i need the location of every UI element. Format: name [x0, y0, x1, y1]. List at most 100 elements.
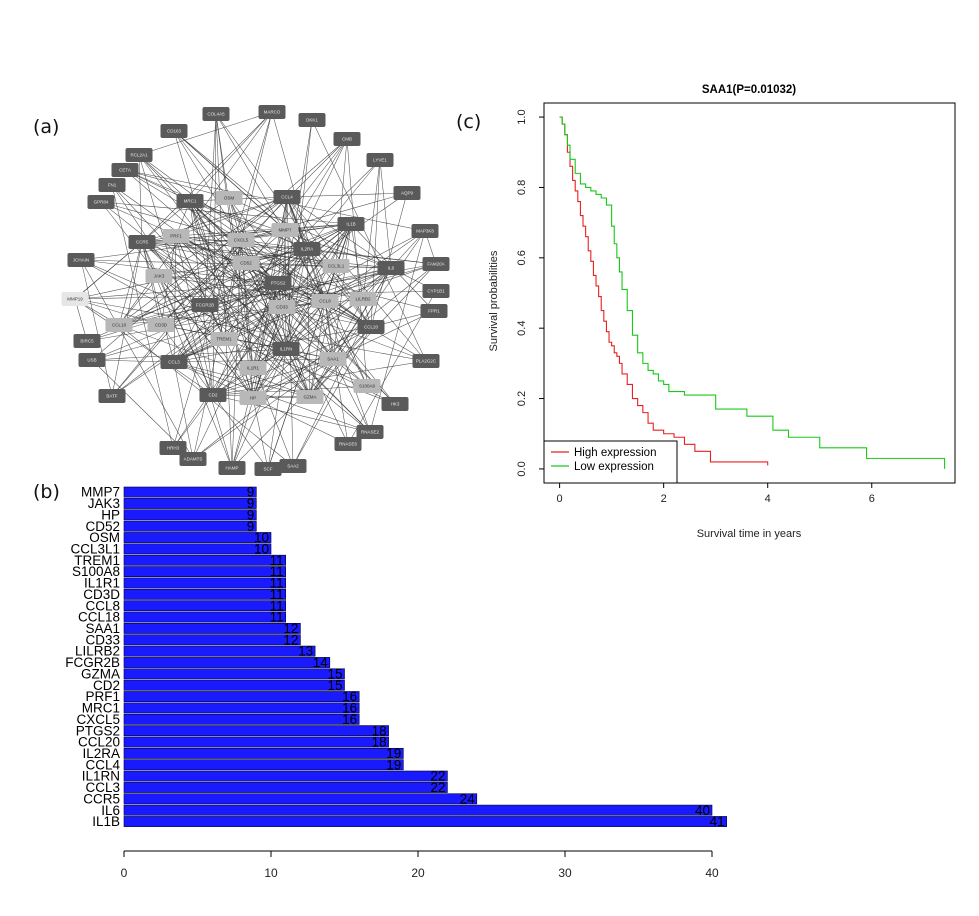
network-edge	[277, 282, 364, 300]
network-node-label: IL1RN	[280, 347, 293, 352]
network-edge	[173, 130, 242, 241]
network-edge	[309, 267, 392, 398]
network-edge	[252, 300, 326, 369]
network-node-box	[254, 462, 282, 476]
network-node-box	[111, 163, 139, 177]
km-legend-label: High expression	[574, 447, 656, 459]
network-edge	[245, 262, 435, 312]
bar-HP	[123, 509, 257, 521]
network-edge	[160, 248, 308, 326]
network-node-label: CXCL5	[234, 238, 249, 243]
network-node-label: BIRC5	[80, 339, 94, 344]
bar-x-tick-label: 30	[558, 866, 572, 880]
network-node: CD2	[199, 388, 227, 402]
bar-x-tick-label: 0	[121, 866, 128, 880]
network-node-box	[176, 194, 204, 208]
bar-value-label: 19	[386, 757, 401, 772]
network-node-label: HP	[250, 396, 256, 401]
network-node-label: IL1B	[346, 222, 355, 227]
network-node-label: SAA1	[327, 357, 339, 362]
network-edge	[324, 300, 368, 387]
network-edge	[212, 358, 334, 396]
ppi-network: COL4A5 MARCO DKK1 CMB LYVE1 AQP9 MAP3K8 FAM20A C…	[61, 105, 450, 476]
network-edge	[175, 235, 334, 360]
network-edge	[285, 298, 364, 350]
network-edge	[309, 300, 326, 398]
network-edge	[118, 196, 288, 326]
network-edge	[204, 223, 352, 306]
bar-value-label: 10	[254, 542, 269, 557]
network-node: SAA2	[279, 459, 307, 473]
network-node: SCF	[254, 462, 282, 476]
network-edge	[175, 235, 371, 433]
network-node-box	[420, 304, 448, 318]
network-node-box	[239, 361, 267, 375]
network-node-box	[356, 425, 384, 439]
bar-CCL18	[123, 611, 286, 623]
network-node-box	[381, 397, 409, 411]
network-node-box	[128, 235, 156, 249]
network-node: PLA2G2C	[412, 354, 440, 368]
network-edge	[141, 241, 371, 433]
network-edge	[285, 348, 368, 387]
network-node-box	[273, 190, 301, 204]
network-edge	[175, 235, 214, 396]
network-node: IL1B	[337, 217, 365, 231]
network-node-box	[179, 452, 207, 466]
bar-category-label: IL1R1	[84, 576, 120, 591]
network-node-box	[73, 334, 101, 348]
network-node-label: CCL18	[112, 323, 127, 328]
bar-value-label: 24	[460, 791, 476, 806]
network-node-box	[311, 294, 339, 308]
network-node: CCL4	[273, 190, 301, 204]
network-edge	[111, 239, 242, 397]
km-y-tick-label: 0.4	[516, 321, 528, 336]
network-node-box	[272, 342, 300, 356]
bar-category-label: OSM	[89, 530, 120, 545]
network-node-label: MMP19	[67, 297, 83, 302]
bar-value-label: 16	[342, 712, 357, 727]
bar-category-label: PTGS2	[76, 723, 120, 738]
bar-value-label: 18	[372, 735, 387, 750]
network-edge	[111, 248, 308, 397]
network-node-box	[61, 292, 89, 306]
network-edge	[173, 265, 337, 363]
km-y-tick-label: 0.6	[516, 250, 528, 265]
bar-category-label: CXCL5	[76, 712, 120, 727]
network-node-label: OSM	[224, 196, 235, 201]
network-edge	[172, 394, 214, 449]
network-edge	[74, 298, 162, 326]
network-edge	[80, 259, 113, 397]
network-node: IL1R1	[239, 361, 267, 375]
network-node-label: JAK3	[154, 274, 165, 279]
network-edge	[267, 348, 287, 470]
network-edge	[175, 235, 337, 267]
network-node-label: CD52	[240, 261, 252, 266]
network-node-label: PTGS2	[271, 281, 286, 286]
network-node-label: FAM20A	[427, 262, 444, 267]
network-node-label: LYVE1	[373, 158, 387, 163]
network-node-label: S100A8	[359, 384, 376, 389]
network-edge	[118, 267, 392, 326]
network-node-label: CYP1B1	[427, 289, 445, 294]
network-edge	[286, 196, 427, 362]
network-node-label: MARCO	[264, 110, 281, 115]
network-node-box	[78, 353, 106, 367]
network-node-label: BATF	[106, 394, 117, 399]
network-node: SAA1	[319, 352, 347, 366]
network-edge	[111, 184, 254, 399]
network-node: RNASE6	[334, 437, 362, 451]
network-edge	[370, 192, 408, 328]
network-node-box	[333, 132, 361, 146]
network-edge	[74, 200, 191, 300]
network-node-label: RCL2A1	[130, 153, 148, 158]
network-edge	[324, 300, 334, 360]
network-edge	[284, 229, 326, 302]
network-edge	[80, 259, 287, 350]
network-edge	[292, 326, 372, 467]
network-edge	[212, 326, 372, 396]
network-node: CD3D	[147, 318, 175, 332]
network-edge	[223, 239, 242, 340]
bar-value-label: 9	[247, 507, 255, 522]
network-node: CD52	[232, 256, 260, 270]
